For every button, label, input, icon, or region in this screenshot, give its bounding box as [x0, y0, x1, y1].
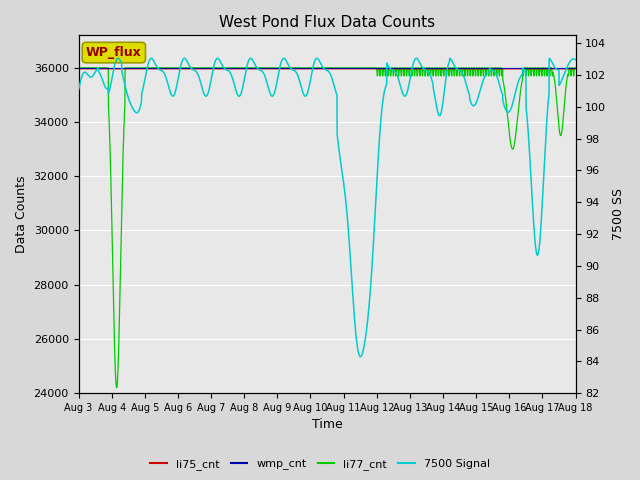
- Text: WP_flux: WP_flux: [86, 46, 141, 59]
- Y-axis label: 7500 SS: 7500 SS: [612, 188, 625, 240]
- Legend: li75_cnt, wmp_cnt, li77_cnt, 7500 Signal: li75_cnt, wmp_cnt, li77_cnt, 7500 Signal: [146, 455, 494, 474]
- Title: West Pond Flux Data Counts: West Pond Flux Data Counts: [219, 15, 435, 30]
- Y-axis label: Data Counts: Data Counts: [15, 176, 28, 253]
- X-axis label: Time: Time: [312, 419, 342, 432]
